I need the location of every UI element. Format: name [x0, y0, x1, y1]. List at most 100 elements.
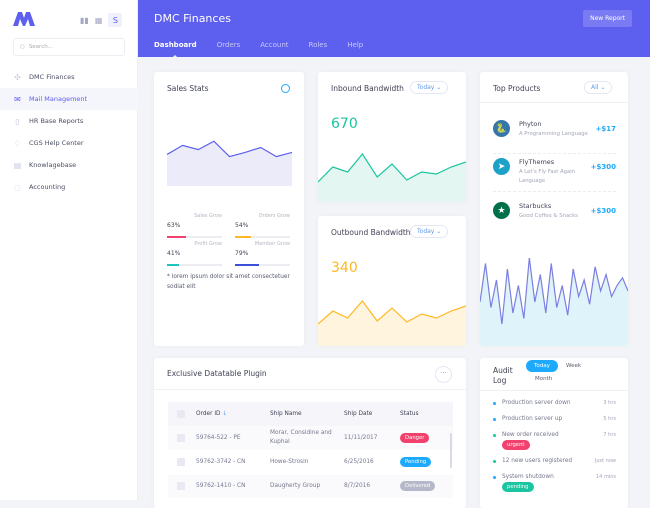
outbound-value: 340 [331, 260, 358, 276]
table-row[interactable]: 59764-522 - PE Morar, Considine and Kupha… [168, 426, 453, 451]
select-all-checkbox[interactable] [177, 410, 185, 418]
page-title: DMC Finances [154, 12, 231, 25]
audit-item: Production server up 5 hrs [493, 416, 616, 422]
audit-badge: pending [502, 482, 534, 492]
audit-badge: urgent [502, 440, 530, 450]
column-header-ship-date[interactable]: Ship Date [344, 402, 400, 426]
card-title: Sales Stats [167, 84, 209, 93]
table-scrollbar[interactable] [450, 433, 452, 468]
tab-help[interactable]: Help [347, 41, 364, 49]
product-value: +$300 [590, 163, 616, 171]
table-row[interactable]: 59762-1410 - CN Daugherty Group 8/7/2016 De… [168, 474, 453, 499]
report-icon: ▯ [15, 116, 20, 126]
products-filter-dropdown[interactable]: All ⌄ [584, 81, 613, 94]
stat-sales-grow: 63% Sales Grow [167, 212, 222, 238]
more-options-button[interactable]: ··· [435, 366, 452, 383]
header: DMC Finances New Report Dashboard Orders A… [138, 0, 650, 59]
sidebar: ▮▮ ▦ S ○ Search... ✣ DMC Finances ✉ Mail Man… [0, 0, 138, 500]
tab-dashboard[interactable]: Dashboard [154, 41, 197, 59]
card-title: Inbound Bandwidth [331, 84, 404, 93]
audit-tab-month[interactable]: Month [535, 376, 553, 382]
stat-profit-grow: 41% Profit Grow [167, 240, 222, 266]
refresh-icon[interactable] [281, 84, 290, 93]
sidebar-item-label: Knowlagebase [29, 161, 77, 169]
sidebar-item-label: CGS Help Center [29, 139, 84, 147]
column-header-order-id[interactable]: Order ID ↓ [196, 402, 270, 426]
audit-item: New order received 7 hrs urgent [493, 432, 616, 450]
audit-time: 7 hrs [603, 432, 616, 438]
stat-percent: 63% [167, 222, 181, 229]
audit-time: Just now [594, 458, 616, 464]
search-placeholder: Search... [28, 44, 53, 50]
audit-item: 12 new users registered Just now [493, 458, 616, 464]
stat-progress-bar [235, 236, 290, 238]
sidebar-item-knowlagebase[interactable]: ▤ Knowlagebase [0, 154, 138, 176]
chart-area [318, 301, 466, 346]
row-checkbox[interactable] [177, 433, 185, 442]
audit-time: 14 mins [596, 474, 616, 480]
sidebar-nav: ✣ DMC Finances ✉ Mail Management ▯ HR Base Re… [0, 66, 138, 198]
audit-tab-week[interactable]: Week [566, 363, 582, 369]
stat-member-grow: 79% Member Grow [235, 240, 290, 266]
inbound-value: 670 [331, 116, 358, 132]
product-description: A Programming Language [519, 131, 588, 137]
grid-icon: ✣ [14, 72, 21, 82]
tab-roles[interactable]: Roles [308, 41, 328, 49]
sidebar-item-cgs-help-center[interactable]: ♢ CGS Help Center [0, 132, 138, 154]
new-report-button[interactable]: New Report [583, 10, 632, 27]
product-description: Good Coffee & Snacks [519, 213, 578, 219]
card-title: Top Products [493, 84, 541, 93]
search-input[interactable]: ○ Search... [13, 38, 125, 56]
sidebar-item-dmc-finances[interactable]: ✣ DMC Finances [0, 66, 138, 88]
product-description: A Let's Fly Fast Again Language [519, 169, 576, 184]
stat-label: Profit Grow [194, 241, 222, 247]
user-avatar-button[interactable]: S [108, 13, 123, 27]
product-item[interactable]: 🐍 Phyton A Programming Language +$17 [493, 120, 616, 139]
sidebar-item-accounting[interactable]: ◌ Accounting [0, 176, 138, 198]
table-row[interactable]: 59762-3742 - CN Howe-Strosin 6/25/2016 Pend… [168, 450, 453, 475]
audit-tab-today[interactable]: Today [526, 360, 558, 372]
ship-name: Daugherty Group [270, 474, 344, 499]
apps-icon[interactable]: ▦ [94, 15, 103, 25]
chart-area [480, 258, 628, 346]
product-name: Starbucks [519, 202, 552, 210]
sidebar-item-mail-management[interactable]: ✉ Mail Management [0, 88, 138, 110]
status-badge: Danger [400, 432, 430, 443]
product-item[interactable]: ★ Starbucks Good Coffee & Snacks +$300 [493, 202, 616, 221]
product-name: Phyton [519, 120, 542, 128]
chart-line [167, 140, 292, 158]
search-icon: ○ [20, 44, 25, 50]
column-header-status[interactable]: Status [400, 402, 453, 426]
audit-log-card: Audit Log Today Week Month Production se… [480, 358, 628, 508]
ship-date: 11/11/2017 [344, 426, 400, 451]
product-item[interactable]: ➤ FlyThemes A Let's Fly Fast Again Languag… [493, 158, 616, 186]
product-value: +$300 [590, 207, 616, 215]
tab-orders[interactable]: Orders [216, 41, 241, 49]
sidebar-item-hr-base-reports[interactable]: ▯ HR Base Reports [0, 110, 138, 132]
audit-time: 3 hrs [603, 400, 616, 406]
row-checkbox[interactable] [177, 482, 185, 490]
sidebar-item-label: DMC Finances [29, 73, 75, 81]
help-icon: ♢ [13, 138, 22, 148]
chart-icon[interactable]: ▮▮ [80, 15, 89, 25]
inbound-chart [318, 152, 466, 202]
audit-text: Production server up [502, 416, 563, 422]
column-header-ship-name[interactable]: Ship Name [270, 402, 344, 426]
stat-percent: 41% [167, 250, 181, 257]
products-chart [480, 257, 628, 346]
stat-progress-bar [167, 236, 222, 238]
audit-item: System shutdown 14 mins pending [493, 474, 616, 492]
status-badge: Pending [400, 457, 432, 467]
datatable-card: Exclusive Datatable Plugin ··· Order ID … [154, 358, 466, 508]
stat-label: Sales Grow [194, 213, 222, 219]
card-title: Audit Log [493, 366, 513, 385]
row-checkbox[interactable] [177, 458, 185, 466]
outbound-chart [318, 300, 466, 346]
product-name: FlyThemes [519, 158, 555, 166]
inbound-filter-dropdown[interactable]: Today ⌄ [410, 81, 449, 94]
tab-account[interactable]: Account [260, 41, 289, 49]
sort-down-icon[interactable]: ↓ [222, 411, 228, 417]
card-title: Exclusive Datatable Plugin [167, 369, 267, 378]
sales-stats-card: Sales Stats 63% Sales Grow 54% Orders Grow 4… [154, 72, 304, 346]
outbound-filter-dropdown[interactable]: Today ⌄ [410, 225, 449, 238]
